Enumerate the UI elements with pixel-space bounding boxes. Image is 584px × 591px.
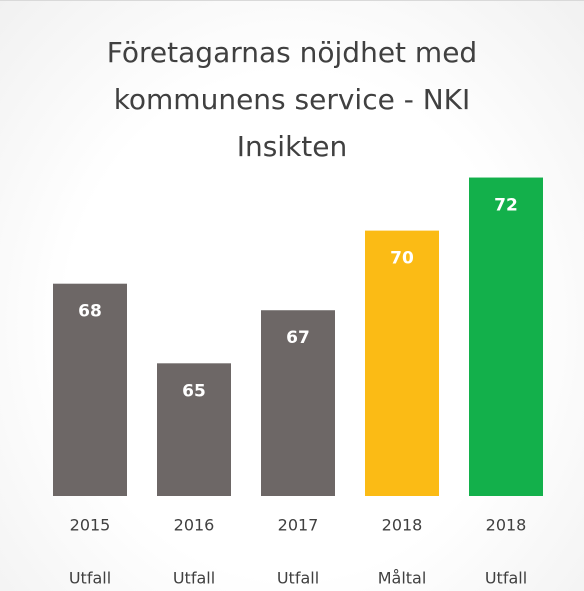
- chart-title: Företagarnas nöjdhet med kommunens servi…: [106, 36, 478, 163]
- x-tick-label: 2016: [174, 516, 215, 535]
- x-tick-label: 2018: [486, 516, 527, 535]
- data-label: 68: [78, 302, 102, 322]
- data-label: 65: [182, 381, 206, 401]
- bar: [53, 283, 127, 496]
- bar: [157, 363, 231, 496]
- bar: [469, 177, 543, 497]
- x-tick-label: Utfall: [69, 569, 111, 588]
- data-label: 70: [390, 249, 414, 269]
- x-tick-label: Utfall: [485, 569, 527, 588]
- x-tick-label: 2018: [382, 516, 423, 535]
- data-label: 67: [286, 328, 310, 348]
- bar: [365, 230, 439, 496]
- x-tick-label: Måltal: [378, 569, 427, 588]
- x-tick-label: Utfall: [277, 569, 319, 588]
- bar: [261, 310, 335, 496]
- data-label: 72: [494, 196, 518, 216]
- x-tick-label: 2015: [70, 516, 111, 535]
- x-tick-label: Utfall: [173, 569, 215, 588]
- x-tick-label: 2017: [278, 516, 319, 535]
